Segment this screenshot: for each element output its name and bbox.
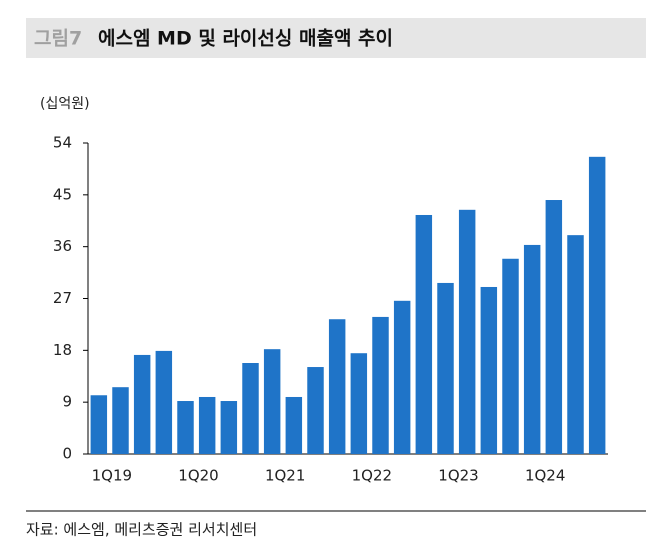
unit-label: (십억원) [40,96,90,112]
x-tick-label: 1Q24 [525,467,565,485]
y-tick-label: 36 [53,237,72,255]
bar [90,395,108,454]
bar [480,286,498,454]
bar [307,367,324,454]
y-tick-label: 9 [62,393,72,411]
bar [198,396,216,454]
bar [263,349,281,454]
bar [437,282,454,454]
y-tick-label: 54 [53,134,72,152]
x-tick-label: 1Q19 [92,467,132,485]
x-tick-label: 1Q22 [352,467,392,485]
bar [393,300,411,454]
bar [177,401,194,454]
y-tick-label: 0 [62,445,72,463]
bar [567,235,584,454]
bar [285,396,303,454]
bar [502,258,519,454]
bar [112,387,129,454]
bar [588,156,606,455]
y-tick-label: 27 [53,289,72,307]
bar [133,354,151,454]
figure-label: 그림7 [34,28,82,50]
y-tick-label: 45 [53,185,72,203]
chart-title: 에스엠 MD 및 라이선싱 매출액 추이 [98,28,393,50]
title-bar [26,18,646,58]
bar [523,244,541,454]
bar [220,401,238,454]
bar [545,200,563,454]
bar [372,316,389,454]
x-tick-label: 1Q21 [265,467,305,485]
source: 자료: 에스엠, 메리츠증권 리서치센터 [26,521,257,539]
bar [155,350,173,454]
bar [350,353,368,454]
bar [328,319,346,454]
bar [458,209,476,454]
x-tick-label: 1Q20 [178,467,218,485]
y-tick-label: 18 [53,341,72,359]
bar [415,214,433,454]
x-tick-label: 1Q23 [438,467,478,485]
bar [242,363,259,454]
